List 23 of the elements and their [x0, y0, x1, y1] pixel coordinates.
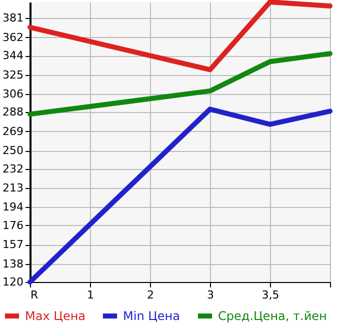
x-tick-label: 3,5 — [262, 288, 280, 302]
y-tick-label: 325 — [2, 68, 24, 82]
y-tick-label: 194 — [2, 200, 24, 214]
y-tick-label: 213 — [2, 181, 24, 194]
legend-label: Min Цена — [123, 309, 180, 323]
y-tick-label: 120 — [2, 276, 24, 288]
x-tick-label: 2 — [147, 288, 154, 302]
y-tick-label: 232 — [2, 162, 24, 176]
x-tick-label: R — [30, 288, 38, 302]
y-tick-label: 138 — [2, 257, 24, 270]
x-tick-label: 1 — [87, 288, 94, 302]
legend-label: Max Цена — [25, 309, 86, 323]
y-tick-label: 157 — [2, 238, 24, 252]
y-tick-label: 306 — [2, 87, 24, 100]
y-tick-label: 381 — [2, 12, 24, 25]
y-tick-label: 269 — [2, 124, 24, 138]
y-tick-label: 344 — [2, 49, 24, 62]
y-tick-label: 288 — [2, 106, 24, 119]
x-tick-label: 3 — [207, 288, 214, 302]
y-tick-label: 362 — [2, 30, 24, 44]
legend-label: Сред.Цена, т.йен — [218, 309, 327, 323]
y-tick-label: 250 — [2, 144, 24, 158]
y-tick-label: 176 — [2, 218, 24, 232]
